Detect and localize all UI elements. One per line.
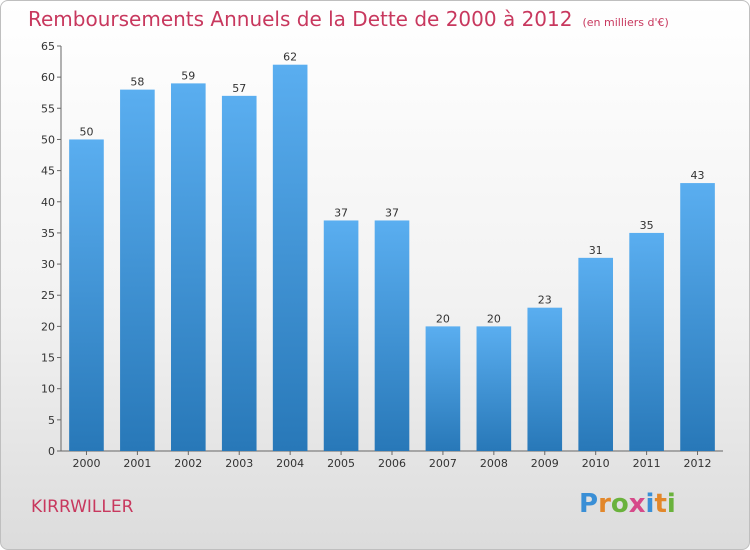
x-tick-label: 2007 [429, 457, 457, 470]
data-label: 57 [232, 82, 246, 95]
data-label: 37 [334, 206, 348, 219]
data-label: 31 [589, 244, 603, 257]
bar [120, 89, 155, 451]
commune-name: KIRRWILLER [31, 497, 134, 517]
logo-letter: o [610, 489, 629, 519]
data-label: 35 [640, 219, 654, 232]
y-tick-label: 45 [41, 165, 55, 178]
logo-letter: P [579, 489, 599, 519]
logo-letter: i [666, 489, 676, 519]
x-tick-label: 2005 [327, 457, 355, 470]
y-tick-label: 25 [41, 289, 55, 302]
axes: 0 5 10 15 20 25 30 35 40 45 50 55 60 65 2000 2001 2002 20… [41, 40, 723, 470]
data-label: 62 [283, 51, 297, 64]
x-tick-label: 2012 [684, 457, 712, 470]
y-tick-label: 20 [41, 320, 55, 333]
bar [476, 326, 512, 451]
y-tick-label: 35 [41, 227, 55, 240]
x-tick-label: 2002 [174, 457, 202, 470]
y-tick-label: 55 [41, 102, 55, 115]
bar [272, 64, 308, 451]
y-tick-label: 50 [41, 133, 55, 146]
bar [629, 232, 664, 451]
data-label: 58 [130, 76, 144, 89]
logo-letter: t [654, 489, 667, 519]
x-tick-label: 2000 [72, 457, 100, 470]
x-tick-label: 2003 [225, 457, 253, 470]
chart-title: Remboursements Annuels de la Dette de 20… [28, 7, 669, 31]
x-tick-label: 2008 [480, 457, 508, 470]
bars: 50 58 59 57 62 37 37 20 20 23 31 35 43 [69, 51, 715, 452]
y-tick-label: 10 [41, 383, 55, 396]
y-tick-label: 30 [41, 258, 55, 271]
y-tick-label: 15 [41, 352, 55, 365]
data-label: 20 [436, 312, 450, 325]
logo-letter: r [598, 489, 611, 519]
data-label: 23 [538, 294, 552, 307]
data-label: 59 [181, 69, 195, 82]
y-tick-label: 5 [48, 414, 55, 427]
y-tick-label: 0 [48, 445, 55, 458]
bar [578, 257, 614, 451]
x-tick-label: 2010 [582, 457, 610, 470]
x-tick-label: 2004 [276, 457, 304, 470]
unit-text: (en milliers d'€) [582, 16, 669, 29]
bar [374, 220, 410, 451]
y-tick-label: 60 [41, 71, 55, 84]
bar [527, 307, 563, 451]
proxiti-logo: Proxiti [579, 489, 676, 519]
data-label: 50 [79, 125, 93, 138]
data-label: 37 [385, 206, 399, 219]
y-tick-label: 40 [41, 196, 55, 209]
logo-letter: i [645, 489, 655, 519]
x-tick-label: 2011 [633, 457, 661, 470]
title-text: Remboursements Annuels de la Dette de 20… [28, 7, 573, 31]
x-tick-label: 2001 [123, 457, 151, 470]
logo-letter: x [628, 489, 646, 519]
bar [680, 183, 715, 452]
bar [323, 220, 359, 451]
y-tick-label: 65 [41, 40, 55, 53]
x-tick-label: 2009 [531, 457, 559, 470]
bar [170, 83, 206, 451]
x-tick-label: 2006 [378, 457, 406, 470]
data-label: 20 [487, 312, 501, 325]
bar [221, 95, 257, 451]
data-label: 43 [691, 169, 705, 182]
bar [425, 326, 461, 451]
bar [69, 139, 104, 451]
